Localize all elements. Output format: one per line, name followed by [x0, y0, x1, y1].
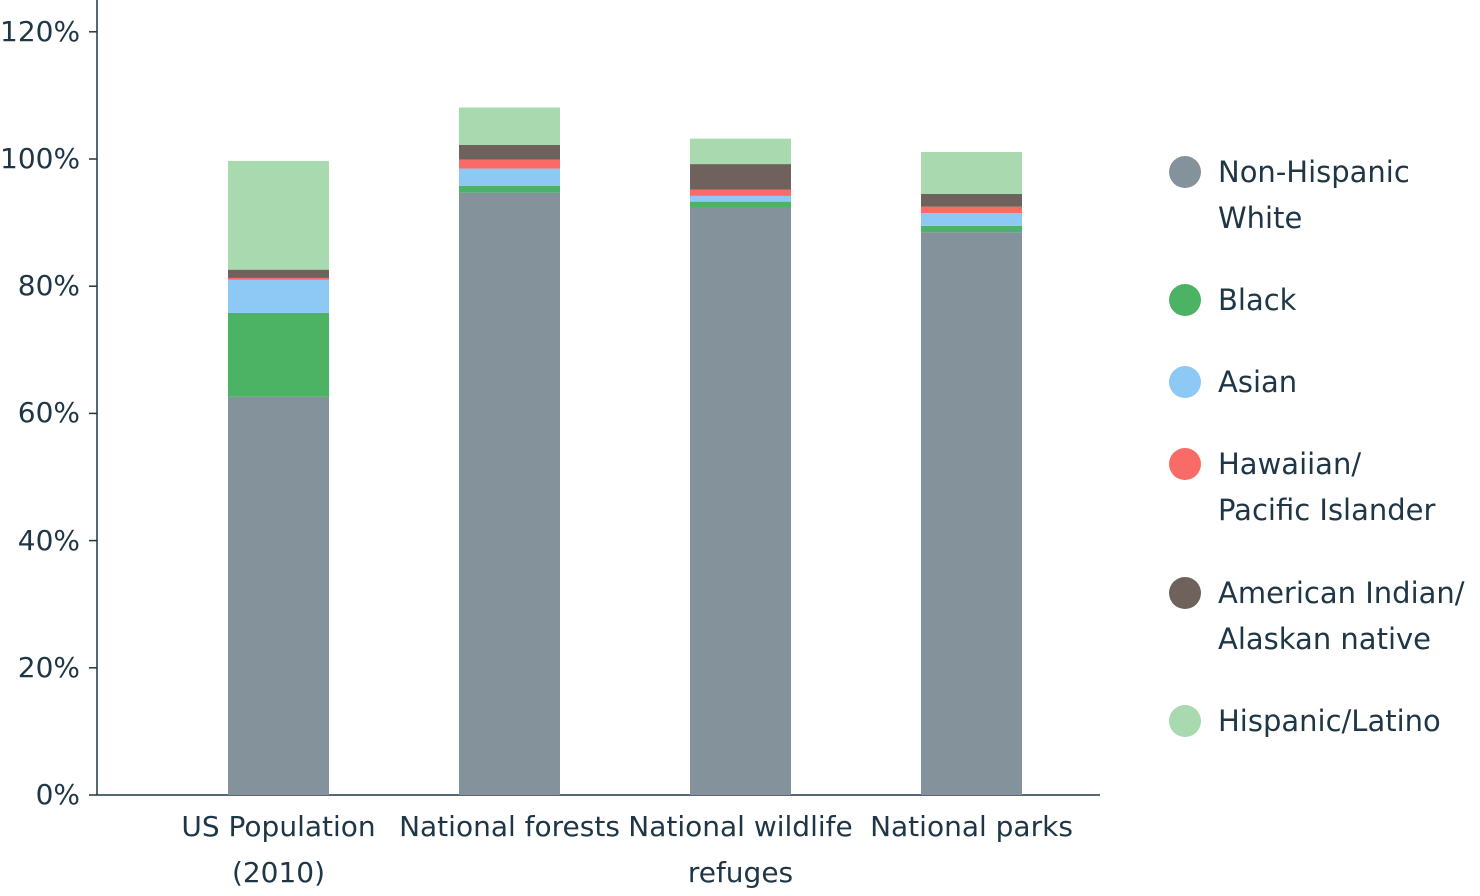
bar-segment — [690, 207, 791, 796]
y-tick-label: 80% — [17, 269, 80, 303]
y-tick-label: 0% — [35, 778, 80, 811]
legend-label: Non-Hispanic White — [1218, 155, 1410, 235]
legend-label: Hispanic/Latino — [1218, 704, 1441, 738]
bar-segment — [921, 193, 1022, 207]
y-tick-label: 100% — [0, 142, 81, 175]
bar-segment — [459, 107, 560, 146]
bar-segment — [921, 206, 1022, 214]
bar-segment — [459, 185, 560, 193]
legend-marker — [1169, 156, 1201, 188]
x-tick-label: National wildlife refuges — [628, 810, 853, 889]
y-tick-label: 40% — [17, 523, 80, 557]
legend-marker — [1169, 448, 1201, 480]
bar-segment — [690, 164, 791, 190]
y-tick-label: 20% — [17, 650, 80, 684]
legend-marker — [1169, 366, 1201, 398]
legend-marker — [1169, 284, 1201, 316]
bar-segment — [690, 201, 791, 208]
bar-segment — [228, 160, 329, 270]
bar-segment — [459, 145, 560, 160]
y-tick-label: 120% — [0, 14, 81, 48]
bar-segment — [228, 279, 329, 313]
bar-segment — [921, 213, 1022, 226]
bar-segment — [921, 232, 1022, 795]
bar-segment — [690, 189, 791, 196]
bar-segment — [459, 168, 560, 186]
legend-marker — [1169, 705, 1201, 737]
legend-label: American Indian/ Alaskan native — [1218, 576, 1465, 656]
legend-label: Asian — [1218, 365, 1298, 399]
bar-segment — [459, 192, 560, 795]
bar-segment — [228, 269, 329, 278]
bar-segment — [921, 152, 1022, 194]
bar-segment — [459, 159, 560, 169]
bar-segment — [690, 195, 791, 202]
legend-label: Black — [1218, 283, 1297, 317]
x-tick-label: National parks — [870, 810, 1073, 843]
y-tick-label: 60% — [17, 396, 80, 430]
bar-segment — [690, 138, 791, 165]
bar-segment — [228, 277, 329, 280]
x-tick-label: National forests — [399, 810, 620, 843]
bar-segment — [228, 396, 329, 795]
x-tick-label: US Population (2010) — [181, 810, 376, 889]
bar-segment — [228, 312, 329, 397]
legend-label: Hawaiian/ Pacific Islander — [1218, 447, 1436, 527]
bar-segment — [921, 225, 1022, 233]
legend-marker — [1169, 577, 1201, 609]
